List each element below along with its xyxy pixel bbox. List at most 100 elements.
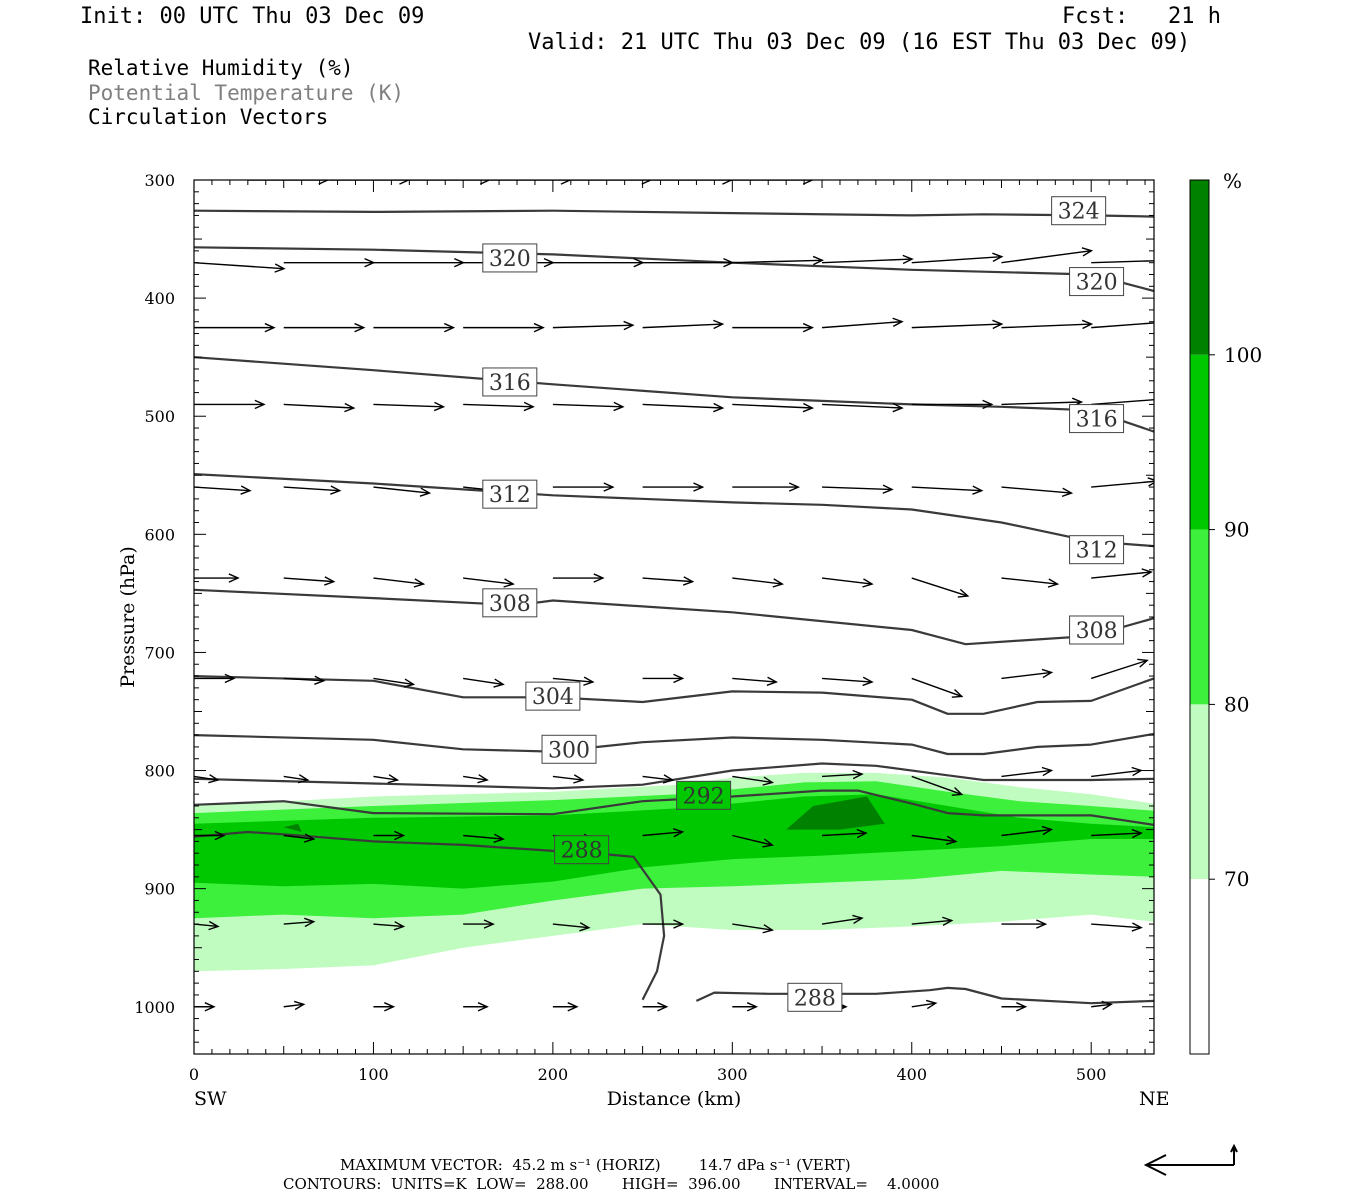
y-tick-label: 1000 [134, 998, 175, 1017]
circulation-vector [1001, 1002, 1028, 1012]
y-tick-label: 700 [144, 643, 175, 662]
rh-region-100-4 [283, 823, 302, 832]
circulation-vector [732, 676, 779, 686]
circulation-vector [373, 774, 400, 784]
rh-region-100-3 [786, 796, 885, 830]
circulation-vector [732, 834, 774, 848]
circulation-vector [283, 1000, 306, 1011]
theta-contour-304-5 [194, 675, 1154, 715]
circulation-vector [283, 257, 376, 268]
circulation-vector [194, 322, 276, 333]
init-time: Init: 00 UTC Thu 03 Dec 09 [80, 4, 425, 29]
svg-text:304: 304 [532, 685, 574, 710]
circulation-vector [1001, 486, 1074, 498]
circulation-vector [373, 322, 456, 333]
contour-label: 300 [541, 734, 597, 764]
contour-label: 308 [482, 588, 538, 618]
circulation-vector [1091, 1000, 1113, 1011]
colorbar-tick-label: 100 [1224, 343, 1262, 367]
colorbar-frame [1189, 179, 1210, 1055]
x-tick-label: 200 [538, 1065, 569, 1084]
circulation-vector [732, 402, 815, 413]
colorbar-swatch [1190, 354, 1209, 530]
circulation-vector [463, 677, 505, 688]
circulation-vector [373, 677, 416, 688]
circulation-vector [283, 774, 310, 784]
circulation-vector [642, 827, 685, 838]
circulation-vector [328, 180, 411, 185]
circulation-vector [194, 485, 252, 495]
circulation-vector [1001, 319, 1094, 330]
circulation-vector [732, 923, 775, 934]
svg-text:292: 292 [683, 784, 725, 809]
circulation-vector [732, 775, 775, 786]
circulation-vector [463, 1002, 489, 1012]
circulation-vector [552, 320, 635, 331]
y-tick-label: 400 [144, 289, 175, 308]
svg-text:324: 324 [1058, 200, 1100, 225]
svg-text:316: 316 [1076, 408, 1118, 433]
circulation-vector [283, 833, 316, 843]
circulation-vector [911, 916, 954, 926]
circulation-vector [1091, 398, 1154, 406]
x-tick-label: 100 [358, 1065, 389, 1084]
circulation-vector [732, 180, 815, 185]
y-tick-label: 600 [144, 525, 175, 544]
circulation-vector [194, 399, 266, 410]
circulation-vector [642, 1002, 669, 1012]
circulation-vector [1001, 919, 1048, 929]
circulation-vector [1091, 828, 1143, 839]
circulation-vector [911, 252, 1004, 264]
svg-text:288: 288 [794, 986, 836, 1011]
circulation-vector [1091, 260, 1154, 264]
y-tick-label: 300 [144, 171, 175, 190]
x-tick-label: 0 [189, 1065, 199, 1084]
contour-label: 316 [1069, 404, 1125, 434]
colorbar-swatch [1190, 704, 1209, 880]
circulation-vector [821, 828, 868, 839]
circulation-vector [911, 834, 958, 845]
circulation-vector [373, 486, 432, 497]
theta-contour-296-7 [194, 762, 1154, 790]
contour-label: 288 [787, 982, 843, 1012]
colorbar-tick-label: 90 [1224, 518, 1249, 542]
circulation-vector [821, 317, 904, 329]
circulation-vector [1091, 568, 1153, 579]
valid-time: Valid: 21 UTC Thu 03 Dec 09 (16 EST Thu … [528, 30, 1191, 55]
svg-text:288: 288 [561, 839, 603, 864]
circulation-vector [642, 919, 685, 929]
circulation-vector [911, 999, 938, 1010]
max-vector-note: MAXIMUM VECTOR: 45.2 m s⁻¹ (HORIZ) 14.7 … [340, 1156, 851, 1174]
contour-label: 320 [1069, 267, 1125, 297]
circulation-vector [463, 833, 505, 844]
circulation-vector [552, 482, 615, 492]
contour-label: 288 [554, 835, 610, 865]
circulation-vector [194, 830, 226, 841]
svg-text:316: 316 [489, 371, 531, 396]
circulation-vector [821, 769, 864, 780]
circulation-vector [822, 402, 904, 413]
circulation-vector [463, 774, 489, 784]
circulation-vector [463, 919, 495, 929]
circulation-vector [1001, 577, 1060, 588]
circulation-vector [911, 485, 984, 495]
contour-label: 304 [525, 681, 581, 711]
circulation-vector [194, 774, 220, 784]
circulation-vector [642, 673, 685, 684]
circulation-vector [194, 673, 236, 684]
x-tick-label: 500 [1076, 1065, 1107, 1084]
x-end-label-right: NE [1139, 1088, 1170, 1110]
circulation-vector [283, 917, 316, 928]
circulation-vector [194, 261, 286, 273]
circulation-vector [373, 921, 406, 931]
x-tick-label: 300 [717, 1065, 748, 1084]
circulation-vector [732, 482, 801, 492]
circulation-vector [911, 399, 994, 410]
circulation-vector [283, 675, 326, 685]
theta-contour-320-1 [194, 246, 1154, 293]
svg-text:308: 308 [1076, 619, 1118, 644]
theta-contour-288-10 [695, 986, 1154, 1005]
circulation-vector [1091, 766, 1143, 778]
circulation-vector [642, 319, 725, 330]
